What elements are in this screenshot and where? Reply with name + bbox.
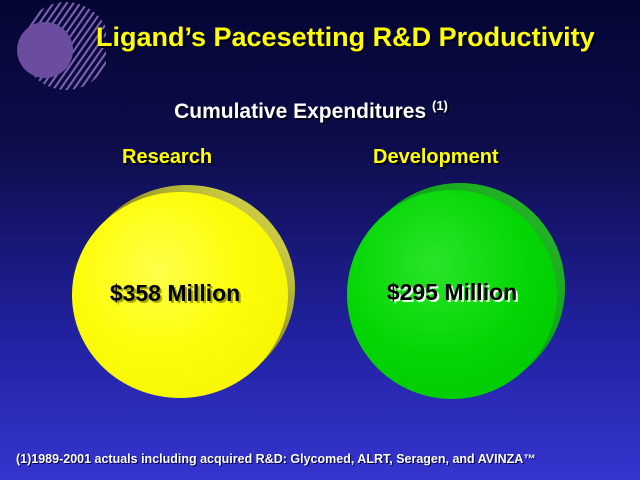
subtitle-text: Cumulative Expenditures [174,100,427,123]
footnote-marker: (1) [432,98,448,113]
subtitle: Cumulative Expenditures (1) [0,98,622,124]
slide-title: Ligand’s Pacesetting R&D Productivity [96,22,595,52]
footnote: (1)1989-2001 actuals including acquired … [16,452,536,466]
development-column-label: Development [373,146,499,168]
research-circle: $358 Million [72,192,288,398]
research-value-label: $358 Million [109,279,241,306]
ligand-sphere-logo [14,0,110,106]
development-value-label: $295 Million [386,279,518,305]
research-column-label: Research [122,146,213,168]
sphere-logo-graphic [17,2,110,90]
development-circle: $295 Million [347,190,557,399]
